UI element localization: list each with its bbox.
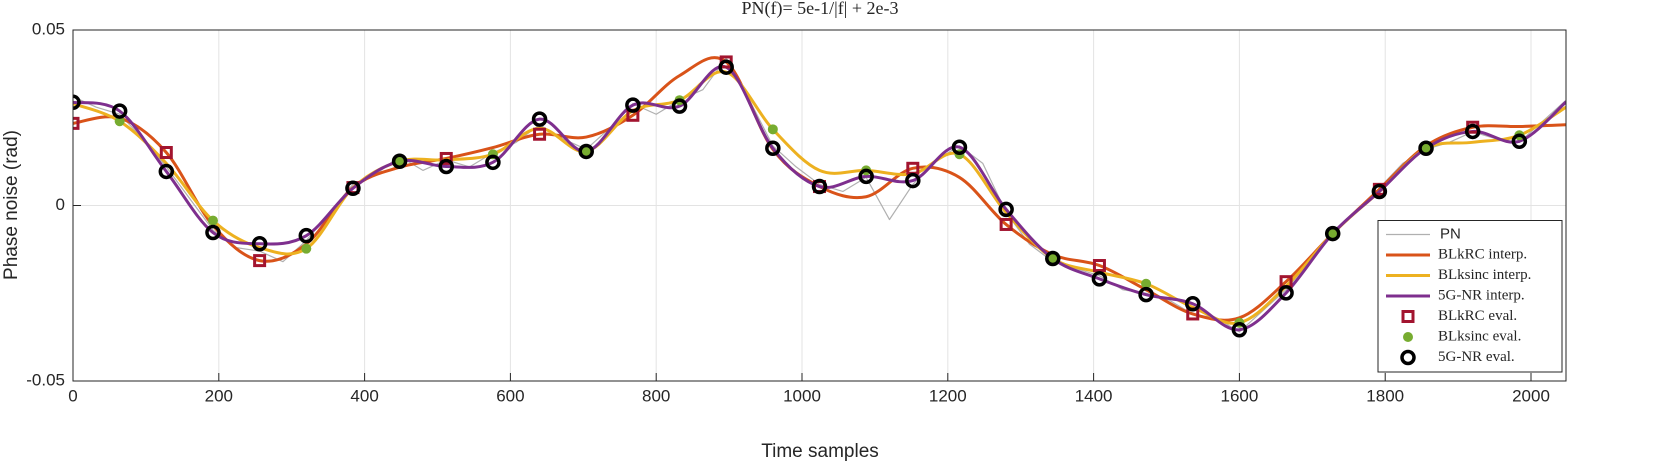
legend-swatch: [1403, 332, 1413, 342]
marker-circle: [1464, 123, 1481, 140]
marker-circle: [111, 103, 128, 119]
x-tick-label: 1000: [783, 386, 821, 405]
marker-circle: [625, 97, 641, 113]
legend-label: BLksinc eval.: [1438, 328, 1521, 344]
marker-dot: [767, 124, 778, 135]
plot-area: [73, 55, 1566, 338]
marker-dot: [581, 146, 592, 157]
x-tick-label: 800: [642, 386, 670, 405]
marker-circle: [1418, 140, 1434, 157]
marker-dot: [114, 116, 125, 127]
marker-circle: [298, 227, 315, 244]
x-tick-label: 600: [496, 386, 524, 405]
marker-square: [159, 145, 173, 159]
y-tick-label: 0.05: [32, 19, 65, 38]
legend-label: BLkRC eval.: [1438, 308, 1517, 324]
plot-frame: [72, 29, 1567, 382]
marker-dot: [1141, 278, 1152, 289]
marker-circle: [531, 111, 548, 127]
legend-swatch: [1400, 349, 1416, 366]
marker-dot: [207, 215, 218, 226]
chart-title: PN(f)= 5e-1/|f| + 2e-3: [742, 0, 899, 19]
marker-circle: [998, 201, 1014, 218]
legend-label: 5G-NR interp.: [1438, 287, 1525, 303]
marker-circle: [1511, 133, 1528, 150]
marker-circle: [1324, 225, 1341, 242]
marker-square: [1092, 259, 1106, 273]
x-tick-label: 0: [68, 386, 77, 405]
x-tick-label: 1200: [929, 386, 967, 405]
legend-label: PN: [1440, 225, 1461, 242]
legend-label: BLksinc interp.: [1438, 267, 1531, 283]
x-tick-label: 1400: [1075, 386, 1113, 405]
marker-square: [253, 254, 267, 268]
y-axis-label: Phase noise (rad): [1, 130, 22, 280]
marker-circle: [1185, 296, 1201, 312]
marker-circle: [858, 168, 874, 185]
marker-circle: [1278, 285, 1294, 301]
marker-circle: [718, 59, 734, 75]
marker-circle: [671, 98, 688, 114]
marker-circle: [485, 154, 501, 171]
series-line: [73, 64, 1566, 332]
x-tick-label: 1800: [1366, 386, 1404, 405]
legend: PN BLkRC interp. BLksinc interp. 5G-NR inte…: [1377, 220, 1563, 373]
marker-circle: [578, 143, 594, 160]
marker-dot: [301, 243, 312, 254]
marker-circle: [951, 139, 968, 155]
marker-circle: [158, 163, 175, 180]
marker-dot: [1047, 253, 1058, 264]
marker-square: [533, 127, 547, 141]
marker-circle: [1045, 250, 1061, 267]
marker-circle: [251, 236, 268, 252]
y-tick-label: 0: [56, 195, 65, 214]
x-tick-label: 1600: [1220, 386, 1258, 405]
marker-circle: [205, 224, 221, 241]
marker-circle: [391, 153, 408, 170]
x-tick-label: 400: [350, 386, 378, 405]
marker-dot: [1327, 228, 1338, 239]
marker-circle: [1231, 322, 1248, 338]
x-axis-label: Time samples: [761, 441, 879, 462]
marker-circle: [73, 94, 81, 111]
x-tick-label: 2000: [1512, 386, 1550, 405]
marker-circle: [811, 178, 828, 195]
marker-circle: [1371, 183, 1388, 200]
marker-square: [439, 151, 453, 165]
marker-circle: [1138, 286, 1154, 303]
marker-circle: [765, 140, 781, 157]
marker-dot: [1421, 143, 1432, 154]
x-tick-label: 200: [205, 386, 233, 405]
marker-circle: [345, 180, 361, 197]
legend-swatch: [1401, 310, 1415, 323]
marker-circle: [905, 172, 921, 189]
marker-square: [999, 217, 1013, 231]
marker-circle: [438, 158, 454, 175]
marker-square: [73, 116, 80, 130]
y-tick-label: -0.05: [26, 370, 65, 389]
legend-label: 5G-NR eval.: [1438, 349, 1515, 365]
marker-dot: [394, 156, 405, 167]
legend-label: BLkRC interp.: [1438, 246, 1527, 262]
marker-circle: [1091, 271, 1108, 287]
